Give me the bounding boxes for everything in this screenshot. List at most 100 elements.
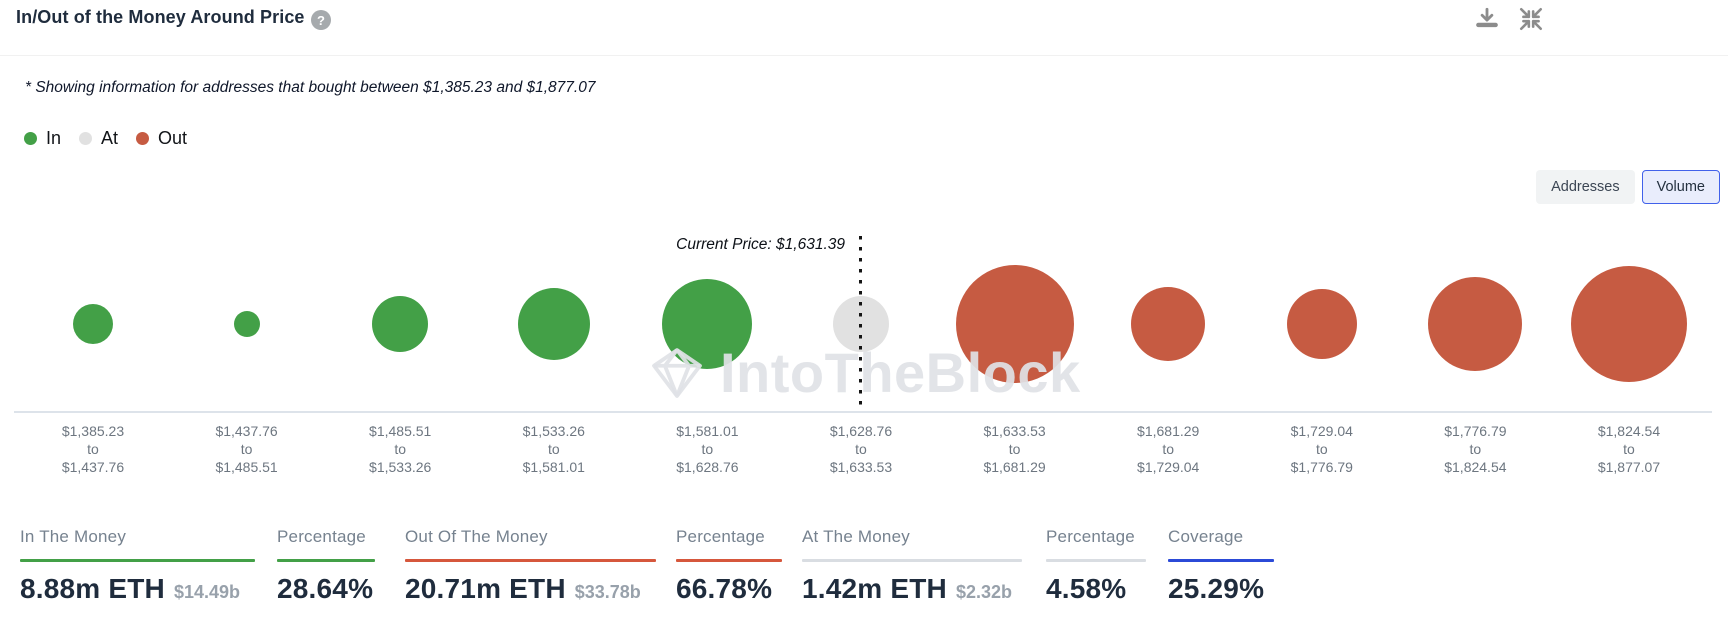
download-icon[interactable] xyxy=(1474,6,1500,32)
current-price-label: Current Price: $1,631.39 xyxy=(676,236,845,253)
legend-label: At xyxy=(101,128,119,148)
tick-range-separator: to xyxy=(1315,441,1328,457)
bubble-out-the-money[interactable] xyxy=(1428,277,1523,371)
stat-value: 8.88m ETH xyxy=(20,573,165,604)
legend-item-in[interactable]: In xyxy=(24,128,61,149)
x-axis-tick: $1,628.76 to $1,633.53 xyxy=(784,422,938,476)
x-axis-tick: $1,437.76 to $1,485.51 xyxy=(170,422,324,476)
stat-underline xyxy=(1168,559,1274,562)
x-axis-tick: $1,681.29 to $1,729.04 xyxy=(1091,422,1245,476)
stat-value: 20.71m ETH xyxy=(405,573,566,604)
bubble-in-the-money[interactable] xyxy=(73,304,113,344)
legend-label: Out xyxy=(158,128,188,148)
tick-range-to: $1,485.51 xyxy=(215,459,278,475)
bubble-out-the-money[interactable] xyxy=(1286,289,1357,359)
stat-value-row: 4.58% xyxy=(1046,573,1146,605)
stat-value: 4.58% xyxy=(1046,573,1127,604)
tick-range-from: $1,628.76 xyxy=(829,423,893,439)
x-axis-tick: $1,533.26 to $1,581.01 xyxy=(477,422,631,476)
stat-label: Coverage xyxy=(1168,527,1244,546)
bubble-out-the-money[interactable] xyxy=(1131,287,1206,361)
stat-value-row: 66.78% xyxy=(676,573,782,605)
x-axis-tick: $1,776.79 to $1,824.54 xyxy=(1398,422,1552,476)
bubble-in-the-money[interactable] xyxy=(662,279,753,369)
bubble-in-the-money[interactable] xyxy=(233,311,260,337)
stat-label: Percentage xyxy=(1046,527,1135,546)
stat-value: 66.78% xyxy=(676,573,773,604)
tick-range-to: $1,681.29 xyxy=(983,459,1046,475)
stat-sub-value: $2.32b xyxy=(955,582,1013,602)
stat-in-the-money: In The Money 8.88m ETH $14.49b xyxy=(20,527,255,605)
tick-range-separator: to xyxy=(855,441,867,457)
stat-value-row: 1.42m ETH $2.32b xyxy=(802,573,1022,605)
stat-label: In The Money xyxy=(20,527,127,546)
stat-percentage: Percentage 4.58% xyxy=(1046,527,1146,605)
page-title: In/Out of the Money Around Price xyxy=(16,7,305,27)
stat-underline xyxy=(676,559,782,562)
question-mark-glyph: ? xyxy=(317,12,325,28)
stat-out-of-the-money: Out Of The Money 20.71m ETH $33.78b xyxy=(405,527,656,605)
tick-range-from: $1,824.54 xyxy=(1597,423,1661,439)
x-axis-tick: $1,485.51 to $1,533.26 xyxy=(323,422,477,476)
bubble-out-the-money[interactable] xyxy=(955,265,1074,383)
stat-value-row: 25.29% xyxy=(1168,573,1274,605)
at-dot-icon xyxy=(79,132,93,145)
tick-range-to: $1,533.26 xyxy=(369,459,432,475)
tick-range-separator: to xyxy=(394,441,407,457)
bought-range-note: * Showing information for addresses that… xyxy=(25,79,596,96)
stat-percentage: Percentage 66.78% xyxy=(676,527,782,605)
current-price-line xyxy=(859,236,862,412)
stat-value-row: 20.71m ETH $33.78b xyxy=(405,573,656,605)
tick-range-from: $1,633.53 xyxy=(983,423,1046,439)
tick-range-from: $1,681.29 xyxy=(1137,423,1200,439)
header-divider xyxy=(0,55,1728,56)
tick-range-from: $1,485.51 xyxy=(369,423,432,439)
tick-range-separator: to xyxy=(1623,441,1635,457)
addresses-toggle-button[interactable]: Addresses xyxy=(1536,170,1635,204)
bubble-in-the-money[interactable] xyxy=(372,296,429,352)
stat-percentage: Percentage 28.64% xyxy=(277,527,375,605)
tick-range-to: $1,581.01 xyxy=(522,459,585,475)
stat-sub-value: $14.49b xyxy=(173,582,241,602)
stat-value-row: 8.88m ETH $14.49b xyxy=(20,573,255,605)
tick-range-from: $1,776.79 xyxy=(1444,423,1507,439)
help-icon[interactable]: ? xyxy=(311,10,331,30)
x-axis-tick: $1,385.23 to $1,437.76 xyxy=(16,422,170,476)
bubble-in-the-money[interactable] xyxy=(517,288,590,360)
legend-item-out[interactable]: Out xyxy=(136,128,187,149)
stat-coverage: Coverage 25.29% xyxy=(1168,527,1274,605)
tick-range-separator: to xyxy=(1469,441,1482,457)
legend-item-at[interactable]: At xyxy=(79,128,118,149)
stat-value-row: 28.64% xyxy=(277,573,375,605)
x-axis-tick: $1,824.54 to $1,877.07 xyxy=(1552,422,1706,476)
tick-range-from: $1,581.01 xyxy=(676,423,739,439)
tick-range-to: $1,628.76 xyxy=(676,459,739,475)
tick-range-to: $1,633.53 xyxy=(829,459,893,475)
x-axis-tick: $1,581.01 to $1,628.76 xyxy=(630,422,784,476)
x-axis-tick: $1,729.04 to $1,776.79 xyxy=(1245,422,1399,476)
x-axis-tick: $1,633.53 to $1,681.29 xyxy=(938,422,1092,476)
stat-underline xyxy=(1046,559,1146,562)
tick-range-to: $1,824.54 xyxy=(1444,459,1507,475)
tick-range-from: $1,437.76 xyxy=(215,423,278,439)
tick-range-from: $1,385.23 xyxy=(61,423,125,439)
legend-label: In xyxy=(46,128,62,148)
out-dot-icon xyxy=(136,132,150,145)
tick-range-to: $1,776.79 xyxy=(1290,459,1353,475)
stat-at-the-money: At The Money 1.42m ETH $2.32b xyxy=(802,527,1022,605)
tick-range-separator: to xyxy=(547,441,560,457)
tick-range-to: $1,729.04 xyxy=(1137,459,1200,475)
stat-sub-value: $33.78b xyxy=(574,582,641,602)
tick-range-to: $1,877.07 xyxy=(1597,459,1661,475)
tick-range-separator: to xyxy=(1162,441,1175,457)
volume-toggle-button[interactable]: Volume xyxy=(1641,170,1720,204)
bubble-out-the-money[interactable] xyxy=(1571,266,1687,382)
stat-underline xyxy=(802,559,1022,562)
stat-underline xyxy=(405,559,656,562)
x-axis-line xyxy=(14,411,1712,413)
tick-range-separator: to xyxy=(1008,441,1021,457)
view-toggle: Addresses Volume xyxy=(1536,170,1720,204)
stat-label: Percentage xyxy=(676,527,765,546)
compress-icon[interactable] xyxy=(1518,6,1544,32)
